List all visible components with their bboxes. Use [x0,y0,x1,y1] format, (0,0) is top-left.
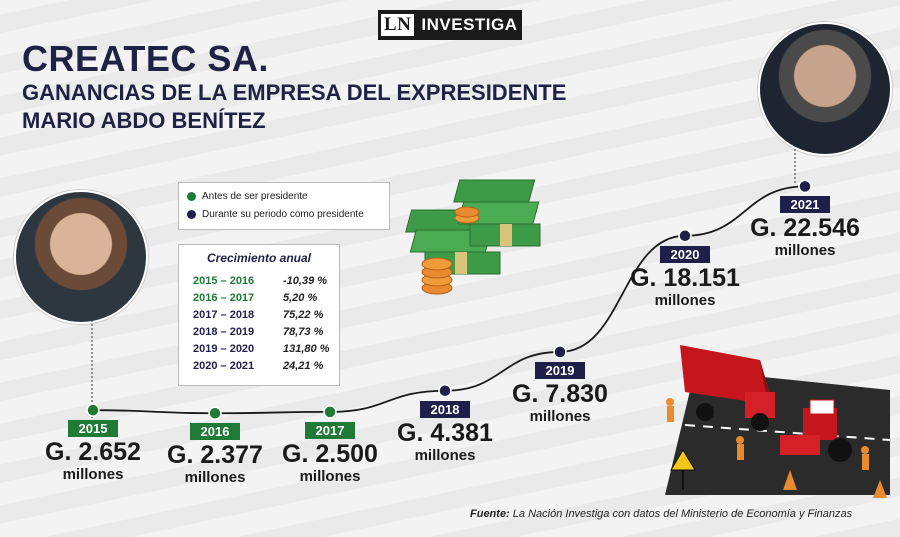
growth-value: 5,20 % [283,292,318,304]
value-unit: millones [414,446,476,464]
legend-label: Durante su periodo como presidente [202,209,364,220]
growth-row: 2019 – 2020 131,80 % [193,343,333,359]
growth-title: Crecimiento anual [206,251,312,265]
data-point-2016 [208,406,222,421]
growth-value: 78,73 % [283,326,324,338]
data-points [86,179,812,421]
page-title: CREATEC SA. [22,38,269,79]
value-amount: G. 7.830 [512,379,608,408]
warning-sign-icon [670,449,696,490]
year-label-2017: 2017 [305,421,355,439]
growth-value: -10,39 % [283,275,328,287]
ln-investiga-logo: LN INVESTIGA [378,10,522,40]
subtitle-line-1: GANANCIAS DE LA EMPRESA DEL EXPRESIDENTE [22,80,567,105]
data-point-2021 [798,179,812,194]
construction-illustration [665,345,891,498]
value-unit: millones [299,467,361,485]
growth-period: 2019 – 2020 [193,343,255,355]
legend-item-before: Antes de ser presidente [187,191,308,202]
value-unit: millones [184,469,246,487]
value-label-2019: G. 7.830 millones [490,380,630,426]
growth-row: 2015 – 2016 -10,39 % [193,275,333,291]
coin-stack-icon [421,206,480,295]
source-text: La Nación Investiga con datos del Minist… [512,508,853,520]
year-label-2021: 2021 [780,196,830,214]
data-point-2017 [323,405,337,419]
value-unit: millones [774,242,836,260]
value-amount: G. 18.151 [630,263,740,292]
legend-item-during: Durante su periodo como presidente [187,209,364,220]
value-label-2015: G. 2.652 millones [23,438,163,484]
growth-value: 75,22 % [283,309,324,321]
legend: Antes de ser presidente Durante su perio… [178,182,390,230]
data-point-2020 [678,229,692,243]
value-amount: G. 4.381 [397,418,493,447]
value-label-2016: G. 2.377 millones [145,441,285,487]
roller-icon [780,399,852,462]
growth-value: 131,80 % [283,343,330,355]
value-amount: G. 2.377 [167,441,263,470]
growth-value: 24,21 % [283,360,324,372]
data-point-2018 [438,383,452,398]
dump-truck-icon [680,345,775,431]
workers-icon [666,398,869,470]
legend-dot-green-icon [187,192,196,201]
growth-row: 2020 – 2021 24,21 % [193,360,333,376]
value-label-2020: G. 18.151 millones [615,264,755,310]
value-amount: G. 2.652 [45,438,141,467]
growth-period: 2015 – 2016 [193,275,255,287]
money-stack-illustration [405,179,541,295]
value-unit: millones [62,466,124,484]
traffic-cone-icon [783,470,887,498]
source-label: Fuente: [470,508,510,520]
growth-period: 2016 – 2017 [193,292,255,304]
legend-label: Antes de ser presidente [202,191,308,202]
growth-row: 2017 – 2018 75,22 % [193,309,333,325]
year-label-2019: 2019 [535,361,585,379]
data-point-2019 [553,345,567,359]
growth-period: 2017 – 2018 [193,309,255,321]
growth-period: 2020 – 2021 [193,360,255,372]
logo-ln: LN [381,14,415,36]
portrait-left-photo [14,190,148,324]
year-label-2015: 2015 [68,420,118,438]
value-label-2017: G. 2.500 millones [260,440,400,486]
year-label-2018: 2018 [420,400,470,418]
value-label-2018: G. 4.381 millones [375,419,515,465]
value-unit: millones [654,291,716,309]
year-label-2016: 2016 [190,423,240,441]
year-label-2020: 2020 [660,245,710,263]
growth-row: 2018 – 2019 78,73 % [193,326,333,342]
value-label-2021: G. 22.546 millones [735,214,875,260]
growth-period: 2018 – 2019 [193,326,255,338]
logo-text: INVESTIGA [421,15,518,34]
value-amount: G. 22.546 [750,214,860,243]
portrait-right-photo [758,22,892,156]
money-stack-icon [405,179,541,275]
value-amount: G. 2.500 [282,439,378,468]
data-point-2015 [86,403,100,417]
subtitle-line-2: MARIO ABDO BENÍTEZ [22,108,266,133]
source-note: Fuente: La Nación Investiga con datos de… [470,508,852,520]
value-unit: millones [529,407,591,425]
growth-row: 2016 – 2017 5,20 % [193,292,333,308]
growth-table: Crecimiento anual 2015 – 2016 -10,39 % 2… [178,244,340,386]
legend-dot-navy-icon [187,210,196,219]
